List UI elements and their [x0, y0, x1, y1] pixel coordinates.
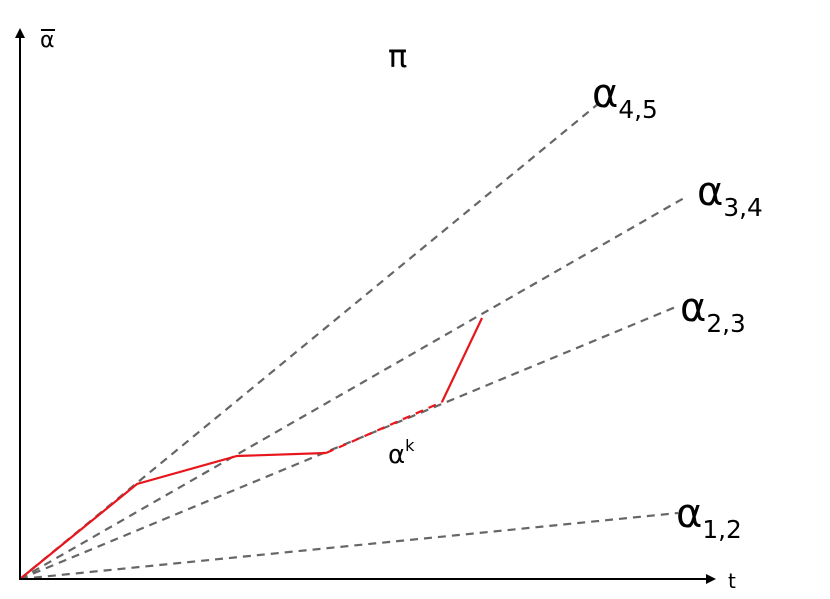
x-axis-label: t: [728, 569, 736, 593]
y-axis-label: α: [40, 28, 55, 53]
alpha-symbol: α: [676, 491, 703, 537]
y-axis-label-bar: [41, 29, 55, 31]
alpha-subscript: 3,4: [723, 193, 763, 223]
alpha-k-label: αk: [388, 436, 415, 471]
path-dashed-segment: [325, 400, 443, 455]
dashed-line-4-5: [19, 103, 599, 580]
dashed-line-1-2: [19, 511, 679, 581]
alpha-2-3-label: α2,3: [680, 288, 746, 337]
pi-label: π: [388, 37, 408, 75]
alpha-symbol: α: [697, 169, 724, 215]
path-solid-segment-2: [441, 317, 483, 403]
path-solid-segment-1: [19, 451, 327, 580]
alpha-symbol: α: [592, 71, 619, 117]
alpha-4-5-label: α4,5: [592, 74, 658, 123]
alpha-subscript: 4,5: [618, 95, 658, 125]
alpha-subscript: 1,2: [702, 515, 742, 545]
alpha-1-2-label: α1,2: [676, 494, 742, 543]
alpha-superscript: k: [405, 436, 415, 455]
alpha-subscript: 2,3: [706, 309, 746, 339]
alpha-symbol: α: [680, 285, 707, 331]
alpha-3-4-label: α3,4: [697, 172, 763, 221]
dashed-line-2-3: [19, 304, 679, 581]
dashed-line-3-4: [19, 197, 685, 580]
alpha-symbol: α: [388, 440, 406, 471]
